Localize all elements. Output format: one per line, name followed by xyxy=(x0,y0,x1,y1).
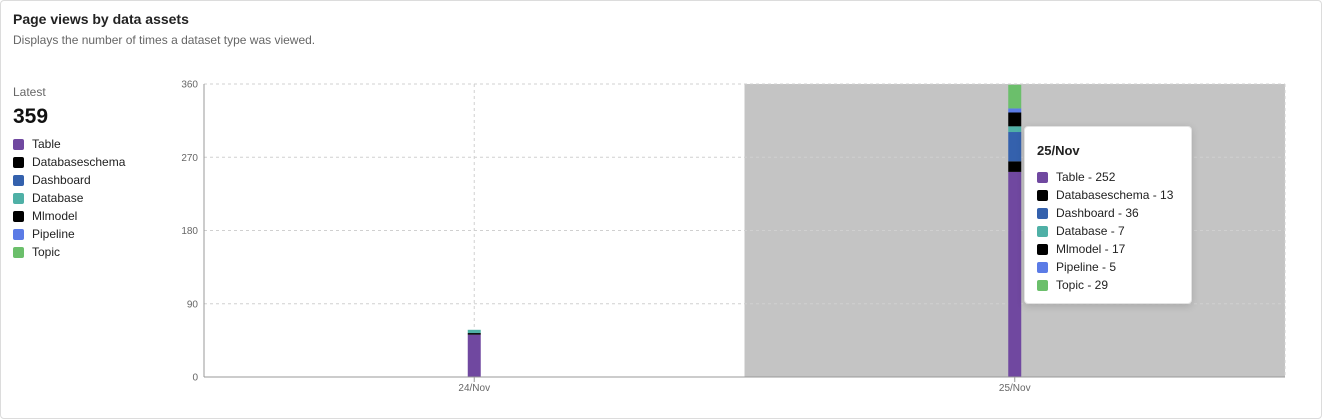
legend-item[interactable]: Dashboard xyxy=(13,171,163,189)
tooltip-items: Table - 252 Databaseschema - 13 Dashboard … xyxy=(1037,168,1179,294)
card-subtitle: Displays the number of times a dataset t… xyxy=(13,33,316,47)
bar-segment-table xyxy=(1008,171,1022,377)
legend-label: Pipeline xyxy=(32,227,75,241)
legend-label: Mlmodel xyxy=(32,209,78,223)
bar-segment-table xyxy=(467,334,481,377)
latest-value: 359 xyxy=(13,105,49,128)
bar-segment-databaseschema xyxy=(467,333,481,335)
tooltip-label: Database - 7 xyxy=(1056,224,1125,238)
y-tick-label: 0 xyxy=(192,373,198,384)
tooltip-item: Database - 7 xyxy=(1037,222,1179,240)
tooltip-label: Pipeline - 5 xyxy=(1056,260,1117,274)
legend-label: Table xyxy=(32,137,61,151)
tooltip-title: 25/Nov xyxy=(1037,143,1080,158)
latest-label: Latest xyxy=(13,85,46,99)
legend-item[interactable]: Table xyxy=(13,135,163,153)
y-tick-label: 270 xyxy=(181,153,198,164)
bar-segment-databaseschema xyxy=(1008,161,1022,172)
chart-tooltip: 25/Nov Table - 252 Databaseschema - 13 Das… xyxy=(1024,126,1192,304)
bar-segment-pipeline xyxy=(1008,108,1022,113)
x-tick-label: 24/Nov xyxy=(458,383,490,394)
tooltip-swatch xyxy=(1037,279,1048,291)
tooltip-swatch xyxy=(1037,225,1048,237)
legend-swatch xyxy=(13,210,24,222)
bar-segment-dashboard xyxy=(1008,132,1022,162)
y-tick-label: 180 xyxy=(181,226,198,237)
tooltip-item: Topic - 29 xyxy=(1037,276,1179,294)
tooltip-label: Topic - 29 xyxy=(1056,278,1109,292)
legend-item[interactable]: Pipeline xyxy=(13,225,163,243)
legend-label: Dashboard xyxy=(32,173,91,187)
legend-swatch xyxy=(13,192,24,204)
legend-list: Table Databaseschema Dashboard Database Mlmo… xyxy=(13,135,163,261)
legend-label: Topic xyxy=(32,245,61,259)
tooltip-item: Table - 252 xyxy=(1037,168,1179,186)
y-tick-label: 90 xyxy=(187,299,199,310)
card-title: Page views by data assets xyxy=(13,11,189,27)
bar-segment-topic xyxy=(1008,84,1022,109)
summary-panel: Latest 359 Table Databaseschema Dashboard D… xyxy=(13,85,163,261)
legend-swatch xyxy=(13,228,24,240)
tooltip-item: Databaseschema - 13 xyxy=(1037,186,1179,204)
tooltip-swatch xyxy=(1037,261,1048,273)
legend-label: Databaseschema xyxy=(32,155,126,169)
legend-swatch xyxy=(13,246,24,258)
bar-segment-database xyxy=(1008,126,1022,133)
tooltip-label: Databaseschema - 13 xyxy=(1056,188,1174,202)
legend-swatch xyxy=(13,156,24,168)
tooltip-swatch xyxy=(1037,171,1048,183)
legend-item[interactable]: Mlmodel xyxy=(13,207,163,225)
tooltip-swatch xyxy=(1037,189,1048,201)
tooltip-label: Table - 252 xyxy=(1056,170,1116,184)
x-tick-label: 25/Nov xyxy=(999,383,1031,394)
legend-item[interactable]: Topic xyxy=(13,243,163,261)
bar-segment-database xyxy=(467,329,481,334)
tooltip-label: Mlmodel - 17 xyxy=(1056,242,1126,256)
legend-item[interactable]: Database xyxy=(13,189,163,207)
legend-swatch xyxy=(13,174,24,186)
bar-segment-mlmodel xyxy=(1008,112,1022,127)
tooltip-item: Mlmodel - 17 xyxy=(1037,240,1179,258)
legend-swatch xyxy=(13,138,24,150)
legend-item[interactable]: Databaseschema xyxy=(13,153,163,171)
tooltip-swatch xyxy=(1037,207,1048,219)
tooltip-item: Pipeline - 5 xyxy=(1037,258,1179,276)
tooltip-item: Dashboard - 36 xyxy=(1037,204,1179,222)
y-tick-label: 360 xyxy=(181,80,198,91)
tooltip-label: Dashboard - 36 xyxy=(1056,206,1139,220)
tooltip-swatch xyxy=(1037,243,1048,255)
legend-label: Database xyxy=(32,191,84,205)
